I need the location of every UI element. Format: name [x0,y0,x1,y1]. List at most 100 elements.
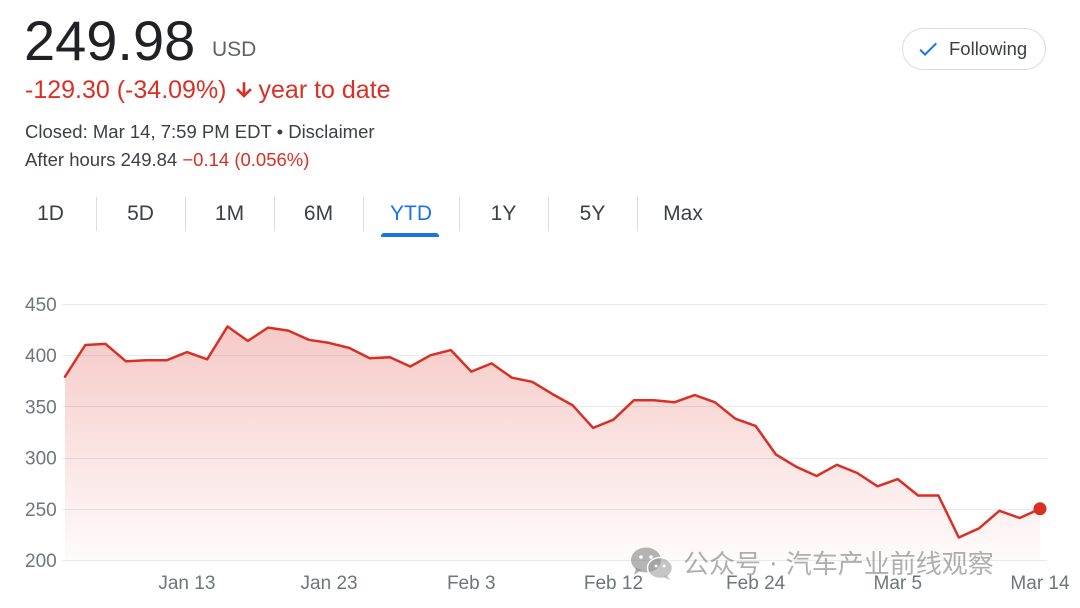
tab-ytd[interactable]: YTD [390,202,432,225]
y-tick-label: 300 [25,449,57,470]
market-status-row: Closed: Mar 14, 7:59 PM EDT • Disclaimer [25,121,375,143]
after-hours-label: After hours [25,149,116,170]
data-point [550,391,556,397]
tab-1m[interactable]: 1M [214,202,245,225]
data-point [773,452,779,458]
currency-code: USD [212,38,257,61]
data-point [712,399,718,405]
watermark-text: 公众号 · 汽车产业前线观察 [683,550,994,580]
tab-separator [363,197,364,231]
x-tick-label: Mar 14 [1010,573,1070,594]
x-tick-label: Jan 13 [158,573,215,594]
data-point [489,360,495,366]
y-tick-label: 350 [25,397,57,418]
data-point [143,357,149,363]
after-hours-price: 249.84 [120,149,178,170]
tab-separator [459,197,460,231]
data-point [62,374,68,380]
data-point [529,379,535,385]
area-layer [65,326,1040,560]
following-button[interactable]: Following [902,28,1046,70]
x-tick-label: Feb 12 [584,573,643,594]
data-point [732,416,738,422]
data-point [407,363,413,369]
tab-separator [274,197,275,231]
last-price-dot [1033,502,1047,516]
data-point [103,341,109,347]
disclaimer-link[interactable]: Disclaimer [288,121,375,142]
tab-1y[interactable]: 1Y [490,202,517,225]
after-hours-change: −0.14 (0.056%) [182,149,310,170]
data-point [509,375,515,381]
data-point [346,345,352,351]
change-period: year to date [258,76,391,104]
data-point [875,483,881,489]
data-point [428,352,434,358]
x-tick-label: Jan 23 [301,573,358,594]
selected-tab-indicator [381,233,439,237]
tab-separator [185,197,186,231]
tab-separator [96,197,97,231]
y-tick-label: 250 [25,500,57,521]
data-point [265,325,271,331]
data-point [956,534,962,540]
data-point [570,402,576,408]
y-tick-label: 400 [25,346,57,367]
data-point [895,476,901,482]
following-label: Following [949,38,1028,59]
price-chart[interactable]: 450 400 350 300 250 200 Jan 13 Jan 23 Feb 3 Feb 1… [0,280,1080,608]
data-point [915,492,921,498]
data-point [814,473,820,479]
data-point [123,358,129,364]
data-point [225,324,231,330]
x-tick-label: Mar 5 [874,573,923,594]
data-point [671,399,677,405]
data-point [793,464,799,470]
price-change: -129.30 (-34.09%) [25,76,227,104]
data-point [448,347,454,353]
tab-6m[interactable]: 6M [303,202,334,225]
price-area-fill [65,326,1040,560]
y-tick-label: 450 [25,295,57,316]
data-point [935,492,941,498]
x-tick-label: Feb 24 [726,573,786,594]
tab-max[interactable]: Max [663,202,703,225]
data-point [631,397,637,403]
data-point [1017,515,1023,521]
data-point [245,338,251,344]
after-hours-row: After hours 249.84 −0.14 (0.056%) [25,149,309,171]
y-tick-label: 200 [25,551,57,572]
data-point [834,462,840,468]
ytd-change-row: -129.30 (-34.09%) year to date [25,76,391,104]
x-tick-label: Feb 3 [447,573,496,594]
data-point [854,470,860,476]
line-layer [63,325,1042,539]
tab-5y[interactable]: 5Y [579,202,606,225]
data-point [651,397,657,403]
data-point [367,355,373,361]
check-icon [919,42,937,56]
data-point [204,356,210,362]
data-point [590,425,596,431]
data-point [184,349,190,355]
separator-dot: • [276,121,284,142]
data-point [996,508,1002,514]
price-line [63,325,1042,539]
data-point [387,354,393,360]
data-point [285,328,291,334]
data-point [753,423,759,429]
arrow-down-icon [235,82,252,98]
tab-separator [637,197,638,231]
data-point [468,369,474,375]
wechat-icon [631,547,674,580]
data-point [82,342,88,348]
data-point [306,337,312,343]
tab-5d[interactable]: 5D [127,202,154,225]
closed-timestamp: Closed: Mar 14, 7:59 PM EDT [25,121,272,142]
data-point [692,392,698,398]
data-points [62,324,1047,540]
current-price: 249.98 [24,9,196,72]
data-point [976,525,982,531]
tab-1d[interactable]: 1D [37,202,64,225]
axis-labels: 450 400 350 300 250 200 Jan 13 Jan 23 Feb 3 Feb 1… [25,295,1070,594]
